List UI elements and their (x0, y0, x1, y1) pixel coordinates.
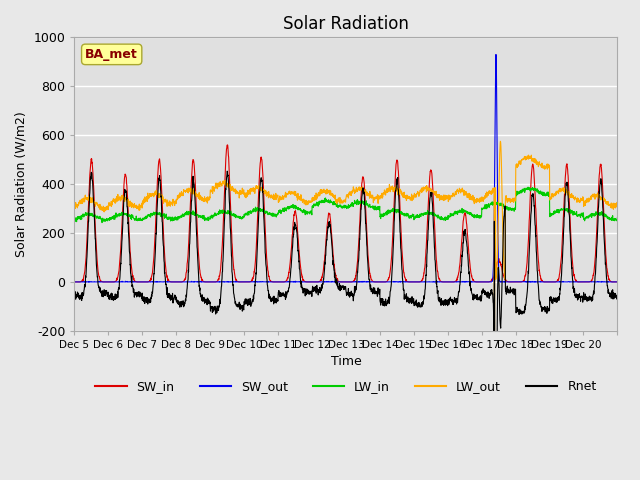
Title: Solar Radiation: Solar Radiation (283, 15, 409, 33)
Text: BA_met: BA_met (85, 48, 138, 61)
X-axis label: Time: Time (330, 355, 362, 369)
Legend: SW_in, SW_out, LW_in, LW_out, Rnet: SW_in, SW_out, LW_in, LW_out, Rnet (90, 375, 602, 398)
Y-axis label: Solar Radiation (W/m2): Solar Radiation (W/m2) (15, 111, 28, 257)
